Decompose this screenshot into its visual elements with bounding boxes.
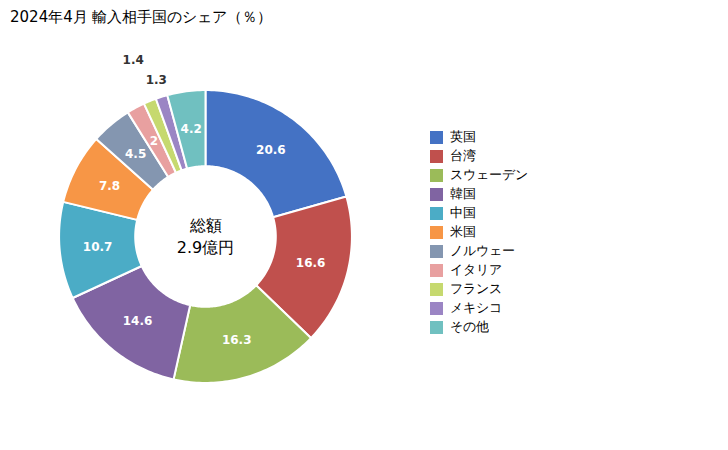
html-text:中国: 中国	[449, 205, 476, 221]
svg-text:16.6: 16.6	[296, 256, 326, 270]
svg-text:4.2: 4.2	[181, 122, 202, 136]
html-text:その他: その他	[449, 319, 489, 335]
svg-text:総額: 総額	[189, 216, 222, 235]
html-text:スウェーデン: スウェーデン	[449, 167, 528, 183]
svg-text:16.3: 16.3	[222, 333, 252, 347]
html-text:ノルウェー: ノルウェー	[449, 243, 515, 259]
svg-text:4.5: 4.5	[125, 147, 146, 161]
html-text:メキシコ: メキシコ	[449, 300, 502, 316]
svg-text:7.8: 7.8	[99, 179, 120, 193]
svg-text:2: 2	[150, 134, 158, 148]
svg-text:14.6: 14.6	[123, 314, 153, 328]
svg-text:10.7: 10.7	[83, 240, 113, 254]
html-text:台湾: 台湾	[449, 148, 476, 164]
html-text:2024年4月 輸入相手国のシェア（％）: 2024年4月 輸入相手国のシェア（％）	[10, 8, 273, 26]
html-text:フランス: フランス	[449, 281, 502, 297]
html-text:米国: 米国	[449, 224, 476, 240]
svg-text:2.9億円: 2.9億円	[177, 238, 234, 257]
html-text:イタリア: イタリア	[449, 262, 502, 278]
html-text:韓国: 韓国	[449, 186, 476, 202]
svg-text:20.6: 20.6	[256, 143, 286, 157]
html-text:英国: 英国	[449, 129, 476, 145]
svg-text:1.4: 1.4	[123, 53, 144, 67]
svg-text:1.3: 1.3	[146, 73, 167, 87]
